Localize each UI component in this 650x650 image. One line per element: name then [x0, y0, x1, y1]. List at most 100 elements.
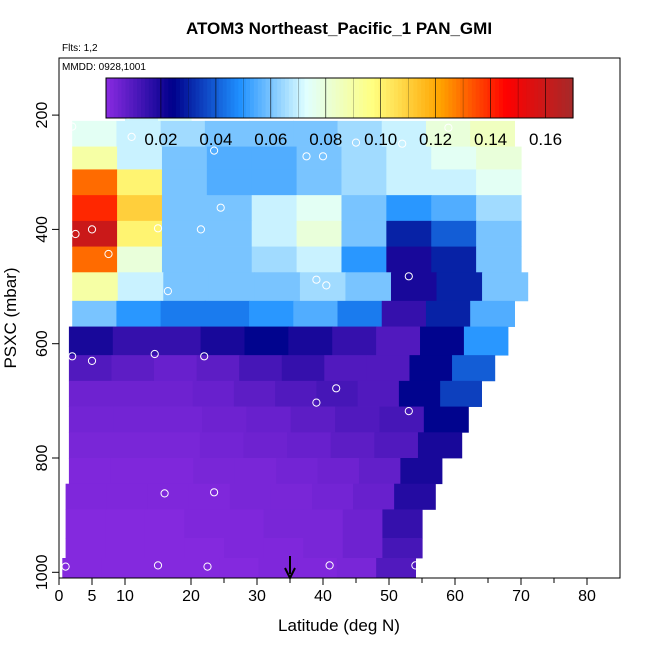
heatmap-cell	[330, 432, 375, 459]
heatmap-cell	[417, 432, 463, 459]
colorbar-tick-label: 0.10	[364, 130, 397, 149]
colorbar-segment	[316, 78, 321, 118]
x-tick-label: 80	[578, 588, 596, 605]
colorbar-segment	[530, 78, 535, 118]
heatmap-cell	[386, 169, 432, 196]
heatmap-cell	[281, 355, 325, 382]
heatmap-cell	[303, 509, 344, 539]
x-axis: 0 5 10 20 30 40 50 60 70 80	[55, 578, 596, 605]
colorbar-segment	[534, 78, 539, 118]
heatmap-cell	[420, 326, 465, 356]
heatmap-cell	[161, 146, 208, 170]
colorbar-segment	[475, 78, 481, 118]
heatmap-cell	[470, 120, 515, 147]
plot-frame	[58, 57, 621, 579]
colorbar-segment	[265, 78, 271, 118]
heatmap-cell	[110, 458, 153, 485]
heatmap-cell	[204, 300, 250, 327]
heatmap-cell	[105, 509, 146, 539]
sample-point	[312, 275, 321, 284]
heatmap-cell	[482, 272, 529, 302]
heatmap-cell	[65, 509, 106, 539]
heatmap-cell	[341, 220, 387, 247]
heatmap-cell	[62, 558, 103, 579]
heatmap-cell	[296, 146, 343, 170]
heatmap-cell	[117, 220, 163, 247]
colorbar-segment	[331, 78, 337, 118]
heatmap-cell	[196, 355, 240, 382]
heatmap-cell	[270, 483, 313, 510]
heatmap-cell	[303, 538, 344, 559]
x-tick-label: 5	[88, 588, 97, 605]
heatmap-cell	[184, 509, 225, 539]
heatmap-cell	[72, 300, 118, 327]
heatmap-cell	[224, 538, 265, 559]
colorbar-segment	[452, 78, 457, 118]
heatmap-cell	[263, 538, 304, 559]
sample-point	[71, 229, 80, 239]
colorbar-segment	[160, 78, 165, 118]
colorbar-segment	[339, 78, 344, 118]
sample-point	[61, 562, 70, 571]
colorbar-segment	[176, 78, 181, 118]
colorbar-segment	[211, 78, 216, 118]
colorbar-segment	[351, 78, 356, 118]
y-tick-label: 400	[34, 216, 51, 243]
colorbar-segment	[292, 78, 298, 118]
colorbar-segment	[569, 78, 574, 118]
heatmap-cell	[381, 300, 427, 327]
colorbar-segment	[370, 78, 376, 118]
heatmap-cell	[234, 458, 277, 485]
heatmap-cell	[72, 120, 118, 147]
colorbar-segment	[401, 78, 407, 118]
heatmap-cell	[425, 120, 471, 147]
heatmap-cell	[476, 246, 522, 273]
heatmap-cell	[476, 169, 522, 196]
heatmap-cell	[244, 326, 289, 356]
heatmap-cell	[409, 355, 453, 382]
heatmap-cell	[110, 380, 152, 407]
sample-point	[68, 122, 77, 131]
flights-note: Flts: 1,2	[62, 43, 98, 54]
heatmap-cell	[229, 483, 272, 510]
heatmap-cell	[357, 380, 400, 407]
heatmap-cell	[423, 406, 469, 433]
heatmap-cell	[341, 246, 387, 273]
colorbar-segment	[312, 78, 317, 118]
heatmap-cell	[160, 300, 206, 327]
colorbar-segment	[362, 78, 368, 118]
colorbar-segment	[479, 78, 485, 118]
colorbar-segment	[113, 78, 119, 118]
colorbar-segment	[207, 78, 212, 118]
sample-point	[203, 562, 212, 571]
heatmap-cell	[251, 169, 298, 196]
colorbar-tick-label: 0.12	[419, 130, 452, 149]
heatmap-cell	[147, 483, 190, 510]
heatmap-cell	[436, 272, 483, 302]
sample-point	[127, 132, 136, 141]
heatmap-cell	[263, 509, 304, 539]
x-tick-label: 60	[446, 588, 464, 605]
colorbar: 0.02 0.04 0.06 0.08 0.10 0.12 0.14 0.16	[105, 77, 574, 149]
colorbar-segment	[253, 78, 259, 118]
colorbar-segment	[156, 78, 162, 118]
heatmap-cell	[254, 272, 301, 302]
heatmap-cell	[476, 146, 522, 170]
heatmap-cell	[154, 355, 198, 382]
colorbar-segment	[296, 78, 302, 118]
sample-point	[160, 489, 169, 498]
colorbar-segment	[393, 78, 399, 118]
heatmap-cell	[188, 483, 231, 510]
colorbar-segment	[510, 78, 516, 118]
heatmap-cell	[382, 538, 423, 559]
colorbar-segment	[125, 78, 130, 118]
colorbar-segment	[397, 78, 403, 118]
heatmap-cell	[161, 246, 208, 273]
heatmap-cell	[72, 146, 118, 170]
sample-point	[68, 352, 77, 361]
colorbar-segment	[242, 78, 247, 118]
heatmap-cell	[233, 380, 276, 407]
colorbar-segment	[448, 78, 453, 118]
sample-point	[312, 398, 321, 407]
